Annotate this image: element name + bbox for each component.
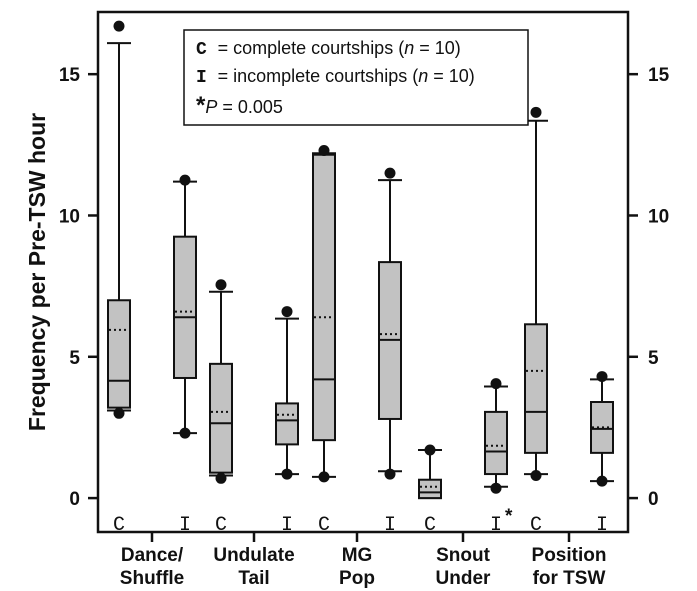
group-code-label: C: [530, 514, 542, 537]
box-i: [275, 306, 299, 480]
category-label: Pop: [339, 568, 375, 589]
outlier-point-high: [215, 279, 227, 291]
iqr-box: [173, 235, 197, 379]
category-label: Shuffle: [120, 568, 184, 589]
box-c: [312, 144, 336, 483]
group-code-label: C: [318, 514, 330, 537]
legend-p-value: *P = 0.005: [196, 92, 283, 119]
y-tick-label-left: 5: [69, 348, 80, 369]
y-tick-label-left: 0: [69, 489, 80, 510]
category-label: for TSW: [533, 568, 606, 589]
y-tick-label-right: 5: [648, 348, 659, 369]
outlier-point-low: [318, 471, 330, 483]
outlier-point-high: [113, 20, 125, 32]
outlier-point-high: [281, 306, 293, 318]
outlier-point-high: [530, 106, 542, 118]
legend-entry-incomplete: I = incomplete courtships (n = 10): [196, 66, 475, 88]
category-label: Position: [532, 545, 607, 566]
iqr-box: [418, 478, 442, 500]
box-c: [418, 444, 442, 500]
outlier-point-low: [530, 469, 542, 481]
category-label: Snout: [436, 545, 490, 566]
box-i: [484, 378, 508, 494]
category-label: Dance/: [121, 545, 184, 566]
group-code-label: I: [490, 514, 502, 537]
iqr-box: [484, 410, 508, 476]
plot-frame: [96, 10, 630, 534]
category-label: Tail: [238, 568, 269, 589]
category-label: MG: [342, 545, 373, 566]
y-tick-label-left: 15: [59, 65, 81, 86]
outlier-point-high: [384, 167, 396, 179]
group-code-label: C: [424, 514, 436, 537]
outlier-point-low: [281, 468, 293, 480]
y-tick-label-left: 10: [59, 206, 80, 227]
box-c: [524, 106, 548, 481]
iqr-box: [209, 362, 233, 474]
outlier-point-low: [490, 482, 502, 494]
y-axis-label: Frequency per Pre-TSW hour: [24, 113, 50, 431]
outlier-point-low: [179, 427, 191, 439]
outlier-point-low: [384, 468, 396, 480]
significance-asterisk: *: [505, 506, 513, 527]
group-code-label: I: [384, 514, 396, 537]
iqr-box: [312, 153, 336, 442]
group-code-label: I: [596, 514, 608, 537]
iqr-box: [524, 323, 548, 454]
box-i: [378, 167, 402, 480]
group-code-label: I: [179, 514, 191, 537]
iqr-box: [275, 402, 299, 446]
box-c: [107, 20, 131, 419]
outlier-point-high: [596, 371, 608, 383]
group-code-label: C: [113, 514, 125, 537]
group-code-label: C: [215, 514, 227, 537]
outlier-point-low: [215, 472, 227, 484]
outlier-point-low: [596, 475, 608, 487]
y-tick-label-right: 15: [648, 65, 670, 86]
outlier-point-high: [424, 444, 436, 456]
category-label: Under: [436, 568, 492, 589]
box-i: [590, 371, 614, 487]
y-tick-label-right: 0: [648, 489, 659, 510]
legend: C = complete courtships (n = 10) I = inco…: [183, 29, 529, 126]
box-i: [173, 174, 197, 439]
legend-entry-complete: C = complete courtships (n = 10): [196, 38, 461, 60]
outlier-point-low: [113, 407, 125, 419]
category-label: Undulate: [213, 545, 294, 566]
outlier-point-high: [318, 144, 330, 156]
legend-box: [183, 29, 529, 126]
outlier-point-high: [179, 174, 191, 186]
box-c: [209, 279, 233, 484]
group-code-label: I: [281, 514, 293, 537]
outlier-point-high: [490, 378, 502, 390]
y-tick-label-right: 10: [648, 206, 669, 227]
iqr-box: [107, 299, 131, 409]
